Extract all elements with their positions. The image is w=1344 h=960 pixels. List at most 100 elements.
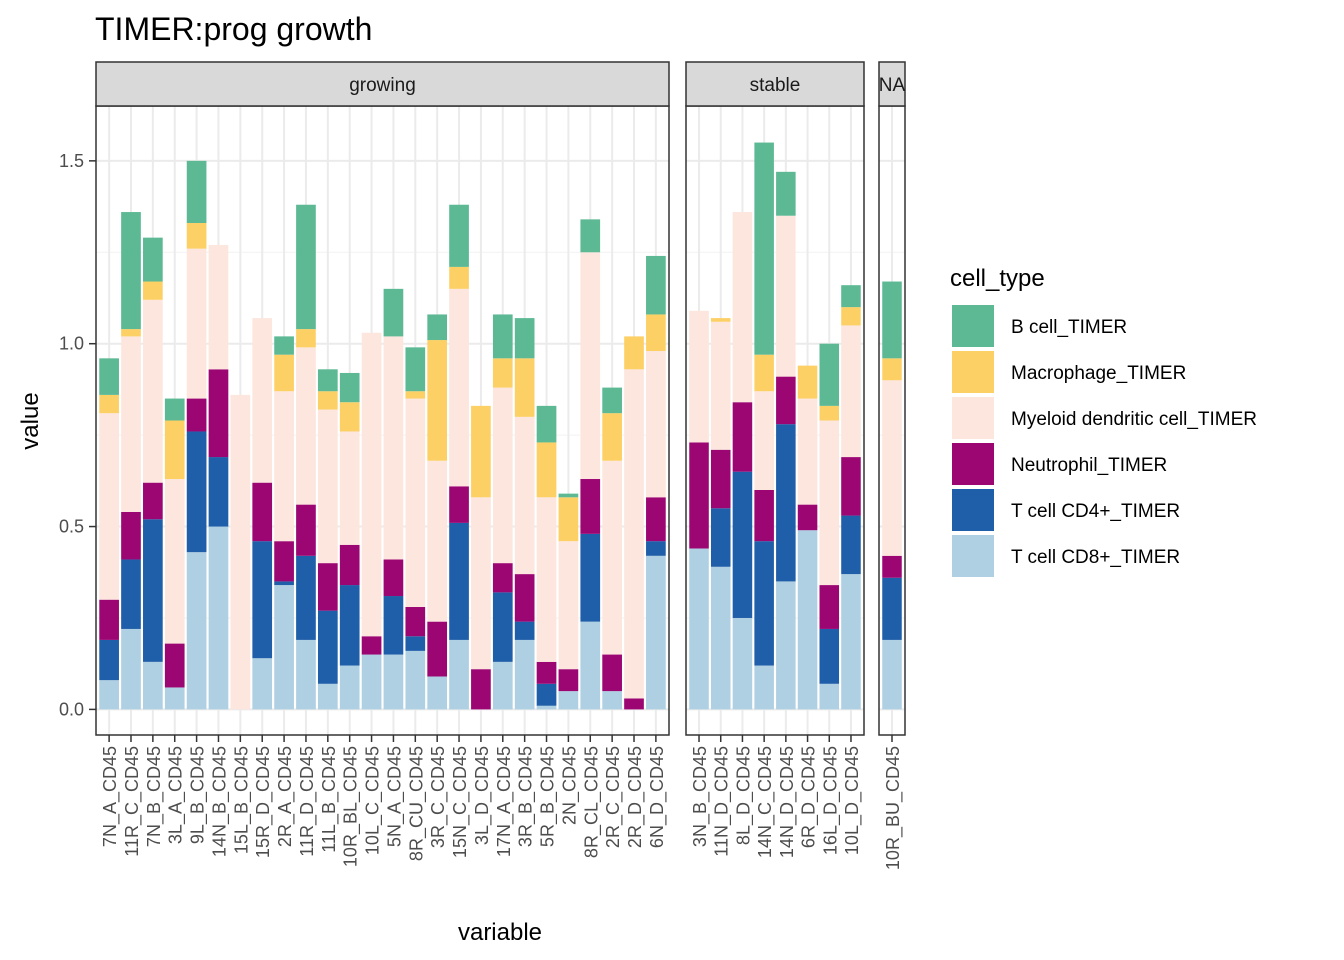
- bar-stack-15L_B_CD45: [230, 394, 251, 710]
- bar-segment: [624, 698, 644, 710]
- bar-segment: [841, 285, 861, 308]
- bar-segment: [536, 683, 557, 706]
- facet-strip-label: stable: [750, 75, 801, 96]
- facet-strip: [878, 61, 906, 107]
- bar-segment: [689, 548, 709, 710]
- bar-segment: [164, 398, 185, 421]
- bar-stack-15N_C_CD45: [449, 204, 469, 710]
- bar-segment: [514, 358, 535, 417]
- bar-segment: [732, 212, 753, 403]
- bar-segment: [492, 661, 513, 710]
- x-tick-label: 2N_CD45: [559, 746, 580, 825]
- bar-stack-16L_D_CD45: [819, 343, 840, 710]
- y-axis: 0.0 0.5 1.0 1.5: [59, 151, 96, 719]
- bar-segment: [405, 607, 426, 637]
- x-tick-label: 10R_BL_CD45: [341, 746, 362, 867]
- x-tick-label: 17N_A_CD45: [494, 746, 515, 857]
- bar-segment: [689, 442, 709, 549]
- facet-panel-na: NA 10R_BU_CD45: [878, 61, 906, 870]
- bar-stack-2R_A_CD45: [274, 336, 294, 710]
- bar-segment: [471, 405, 491, 498]
- bar-segment: [121, 212, 141, 330]
- bar-segment: [558, 493, 579, 498]
- x-tick-label: 11L_B_CD45: [319, 746, 340, 853]
- bar-stack-8R_CU_CD45: [405, 347, 426, 710]
- bar-segment: [492, 387, 513, 564]
- bar-segment: [882, 358, 902, 381]
- x-tick-label: 11R_C_CD45: [122, 746, 143, 857]
- x-tick-label: 10L_D_CD45: [842, 746, 863, 855]
- bar-segment: [383, 336, 404, 560]
- x-axis-title: variable: [458, 919, 542, 946]
- bar-segment: [602, 387, 622, 414]
- legend-label: Macrophage_TIMER: [1011, 363, 1186, 384]
- bar-segment: [536, 705, 557, 710]
- bar-segment: [317, 563, 338, 611]
- bar-segment: [427, 621, 448, 677]
- bar-segment: [405, 398, 426, 608]
- x-tick-label: 8R_CU_CD45: [406, 746, 427, 861]
- bar-segment: [819, 628, 840, 684]
- bar-segment: [710, 449, 731, 509]
- bar-segment: [208, 526, 229, 710]
- bar-segment: [646, 351, 666, 498]
- bar-segment: [208, 457, 229, 527]
- bar-segment: [99, 358, 119, 395]
- bar-segment: [776, 581, 796, 710]
- bar-segment: [776, 424, 796, 582]
- bar-segment: [754, 489, 774, 542]
- bar-segment: [99, 599, 119, 640]
- bar-segment: [296, 329, 316, 348]
- bar-segment: [361, 654, 382, 710]
- bar-segment: [164, 479, 185, 644]
- bar-segment: [776, 215, 796, 377]
- bar-stack-8L_D_CD45: [732, 212, 753, 710]
- bar-stack-14N_D_CD45: [776, 171, 796, 710]
- bar-segment: [841, 325, 861, 458]
- bar-segment: [514, 574, 535, 622]
- legend-item: Macrophage_TIMER: [952, 351, 1186, 393]
- y-tick-label: 1.5: [59, 151, 84, 171]
- legend-swatch: [952, 443, 994, 485]
- bar-stack-14N_B_CD45: [208, 244, 229, 710]
- x-tick-label: 3N_B_CD45: [690, 746, 711, 847]
- bar-segment: [252, 318, 273, 483]
- bar-segment: [732, 402, 753, 472]
- bar-segment: [449, 266, 469, 289]
- bar-segment: [339, 544, 360, 586]
- bar-segment: [449, 639, 469, 710]
- bar-segment: [317, 610, 338, 684]
- bar-segment: [580, 219, 601, 253]
- bar-segment: [186, 552, 207, 710]
- x-tick-label: 14N_D_CD45: [777, 746, 798, 858]
- legend: cell_type B cell_TIMER Macrophage_TIMER Mye…: [950, 265, 1257, 577]
- bar-segment: [492, 314, 513, 359]
- x-tick-label: 10L_C_CD45: [363, 746, 384, 855]
- bar-segment: [164, 643, 185, 688]
- x-tick-label: 3R_C_CD45: [428, 746, 449, 848]
- bar-segment: [819, 343, 840, 406]
- x-tick-label: 11R_D_CD45: [297, 746, 318, 857]
- bar-segment: [99, 639, 119, 681]
- bar-segment: [882, 639, 902, 710]
- x-tick-label: 2R_D_CD45: [625, 746, 646, 848]
- legend-swatch: [952, 489, 994, 531]
- bar-segment: [558, 541, 579, 670]
- bar-segment: [710, 321, 731, 450]
- bar-segment: [186, 248, 207, 399]
- x-tick-label: 9L_B_CD45: [188, 746, 209, 844]
- bar-stack-15R_D_CD45: [252, 318, 273, 710]
- x-tick-label: 2R_A_CD45: [275, 746, 296, 847]
- x-tick-label: 10R_BU_CD45: [883, 746, 904, 870]
- bar-segment: [143, 237, 163, 282]
- bar-stack-10L_C_CD45: [361, 332, 382, 710]
- bar-segment: [776, 376, 796, 425]
- bar-segment: [471, 497, 491, 670]
- bar-segment: [882, 577, 902, 640]
- legend-title: cell_type: [950, 265, 1045, 292]
- bar-segment: [776, 171, 796, 216]
- legend-item: B cell_TIMER: [952, 305, 1127, 347]
- bar-segment: [317, 369, 338, 392]
- bar-segment: [797, 504, 818, 531]
